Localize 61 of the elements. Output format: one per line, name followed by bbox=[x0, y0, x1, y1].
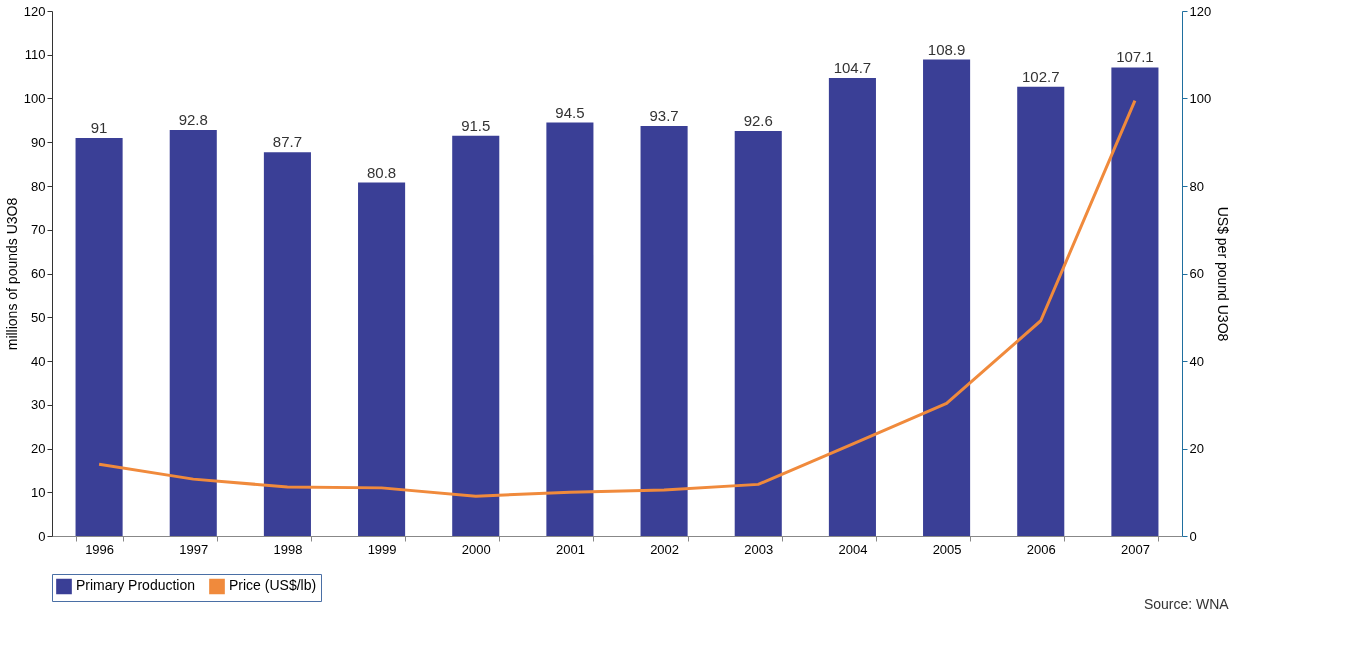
y-tick-label: 10 bbox=[31, 484, 46, 500]
source-note: Source: WNA bbox=[1143, 595, 1230, 612]
y-tick-label: 30 bbox=[31, 397, 46, 413]
data-label: 93.7 bbox=[649, 107, 679, 125]
y2-tick-label: 0 bbox=[1189, 528, 1197, 544]
y2-tick-label: 100 bbox=[1189, 91, 1212, 106]
x-tick-label: 2000 bbox=[461, 541, 491, 557]
bar bbox=[1111, 67, 1159, 536]
data-label: 80.8 bbox=[366, 163, 397, 181]
x-tick-label: 2004 bbox=[838, 541, 868, 557]
x-tick-label: 2003 bbox=[744, 541, 774, 557]
bar bbox=[734, 130, 782, 536]
y-axis-title: millions of pounds U3O8 bbox=[3, 197, 20, 351]
y-tick-label: 50 bbox=[31, 309, 46, 325]
bar bbox=[546, 122, 594, 536]
x-tick-label: 2007 bbox=[1120, 541, 1150, 557]
data-label: 107.1 bbox=[1116, 48, 1154, 66]
y-tick-label: 80 bbox=[31, 178, 46, 194]
data-label: 92.6 bbox=[743, 111, 773, 129]
y-tick-label: 100 bbox=[23, 91, 46, 106]
x-tick-label: 1997 bbox=[179, 541, 209, 557]
data-label: 87.7 bbox=[272, 133, 303, 151]
bar bbox=[169, 130, 217, 536]
y2-tick-label: 60 bbox=[1189, 266, 1204, 281]
bar bbox=[358, 182, 406, 536]
bar bbox=[263, 152, 311, 536]
y2-tick-label: 120 bbox=[1189, 3, 1212, 19]
bar bbox=[923, 59, 971, 536]
x-tick-label: 2005 bbox=[932, 541, 962, 557]
bar bbox=[828, 77, 876, 536]
x-tick-label: 1996 bbox=[85, 541, 115, 557]
x-tick-label: 1998 bbox=[273, 541, 303, 557]
x-tick-label: 2002 bbox=[650, 541, 680, 557]
y-tick-label: 0 bbox=[38, 528, 46, 544]
data-label: 91.5 bbox=[461, 116, 491, 134]
y2-axis-title: US$ per pound U3O8 bbox=[1215, 206, 1232, 342]
y-tick-label: 70 bbox=[31, 222, 46, 238]
data-label: 102.7 bbox=[1021, 67, 1060, 85]
data-label: 91 bbox=[90, 118, 108, 136]
x-tick-label: 1999 bbox=[367, 541, 397, 557]
legend-label: Primary Production bbox=[76, 577, 196, 594]
bar bbox=[640, 126, 688, 536]
legend-label: Price (US$/lb) bbox=[229, 577, 317, 594]
bar bbox=[75, 137, 123, 536]
y2-tick-label: 40 bbox=[1189, 353, 1204, 369]
bar bbox=[452, 135, 500, 536]
x-tick-label: 2006 bbox=[1026, 541, 1056, 557]
y-tick-label: 40 bbox=[31, 353, 46, 369]
y-tick-label: 110 bbox=[24, 47, 46, 63]
data-label: 94.5 bbox=[555, 103, 585, 121]
bar bbox=[1017, 86, 1065, 536]
data-label: 92.8 bbox=[178, 111, 208, 128]
data-label: 108.9 bbox=[927, 40, 966, 58]
y-tick-label: 20 bbox=[31, 441, 46, 456]
y-tick-label: 120 bbox=[23, 3, 46, 19]
y-tick-label: 90 bbox=[31, 134, 46, 150]
data-label: 104.7 bbox=[833, 58, 872, 76]
y2-tick-label: 80 bbox=[1189, 178, 1204, 194]
x-tick-label: 2001 bbox=[555, 541, 585, 557]
y-tick-label: 60 bbox=[31, 266, 46, 281]
y2-tick-label: 20 bbox=[1189, 441, 1204, 456]
